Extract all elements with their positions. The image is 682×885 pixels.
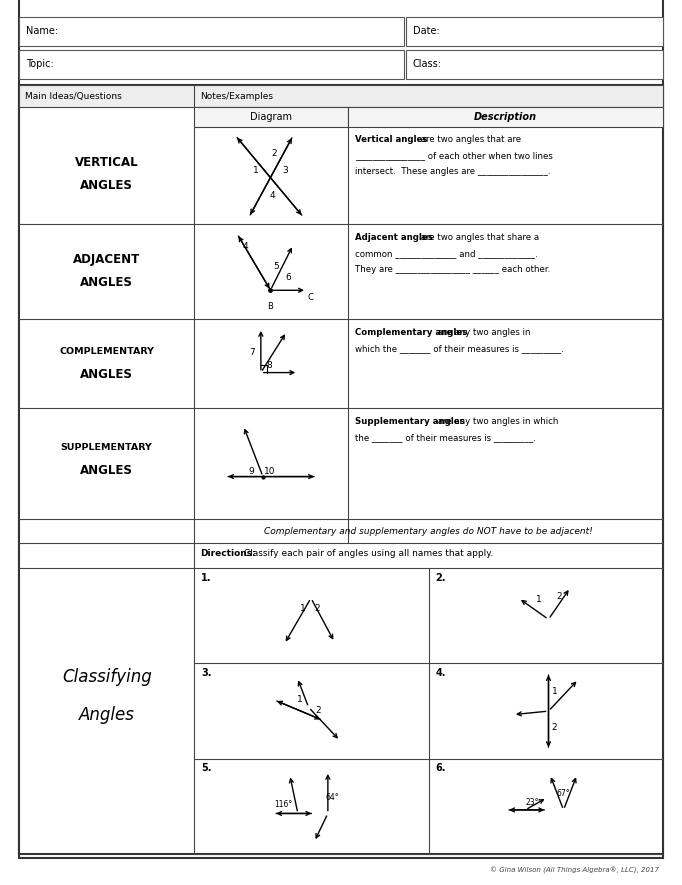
Text: 67°: 67°: [557, 789, 570, 798]
Text: Angles: Angles: [79, 705, 134, 724]
Text: C: C: [308, 293, 313, 303]
Text: Diagram: Diagram: [250, 112, 292, 122]
Text: 64°: 64°: [326, 793, 340, 802]
FancyBboxPatch shape: [348, 107, 663, 127]
Text: 10: 10: [265, 467, 276, 476]
Text: 116°: 116°: [273, 800, 292, 809]
Text: 7: 7: [249, 348, 255, 357]
Text: 1: 1: [301, 604, 306, 613]
Text: 3: 3: [282, 166, 288, 175]
Text: 4.: 4.: [435, 668, 446, 678]
Text: B: B: [267, 302, 273, 312]
Text: 1: 1: [253, 166, 258, 175]
Text: ANGLES: ANGLES: [80, 276, 133, 289]
Text: 2: 2: [316, 706, 321, 715]
Text: Main Ideas/Questions: Main Ideas/Questions: [25, 91, 121, 101]
Text: ADJACENT: ADJACENT: [73, 253, 140, 266]
Text: common ______________ and _____________.: common ______________ and _____________.: [355, 249, 537, 258]
Text: 1: 1: [536, 596, 542, 604]
Text: are two angles that are: are two angles that are: [418, 135, 521, 144]
FancyBboxPatch shape: [194, 107, 348, 127]
Text: ANGLES: ANGLES: [80, 368, 133, 381]
FancyBboxPatch shape: [19, 50, 404, 79]
Text: Date:: Date:: [413, 27, 439, 36]
Text: Name:: Name:: [26, 27, 58, 36]
FancyBboxPatch shape: [19, 85, 663, 854]
Text: Description: Description: [474, 112, 537, 122]
Text: 3.: 3.: [201, 668, 211, 678]
Text: 5.: 5.: [201, 763, 211, 773]
Text: are any two angles in: are any two angles in: [435, 328, 531, 337]
Text: SUPPLEMENTARY: SUPPLEMENTARY: [61, 442, 153, 452]
Text: 6.: 6.: [435, 763, 446, 773]
FancyBboxPatch shape: [406, 50, 663, 79]
Text: Notes/Examples: Notes/Examples: [200, 91, 273, 101]
Text: Classifying: Classifying: [62, 667, 151, 686]
Text: They are _________________ ______ each other.: They are _________________ ______ each o…: [355, 265, 550, 273]
Text: intersect.  These angles are ________________.: intersect. These angles are ____________…: [355, 167, 550, 176]
Text: 5: 5: [273, 262, 279, 272]
Text: 2: 2: [552, 722, 557, 732]
Text: 2: 2: [314, 604, 320, 613]
Text: are any two angles in which: are any two angles in which: [435, 417, 559, 426]
FancyBboxPatch shape: [19, 85, 663, 107]
Text: which the _______ of their measures is _________.: which the _______ of their measures is _…: [355, 344, 563, 353]
Text: 2: 2: [271, 149, 277, 158]
Text: 23°: 23°: [525, 797, 539, 806]
Text: Class:: Class:: [413, 59, 442, 69]
Text: COMPLEMENTARY: COMPLEMENTARY: [59, 347, 154, 356]
FancyBboxPatch shape: [19, 17, 404, 46]
Text: are two angles that share a: are two angles that share a: [418, 233, 539, 242]
FancyBboxPatch shape: [406, 17, 663, 46]
Text: 1.: 1.: [201, 573, 211, 582]
Text: Adjacent angles: Adjacent angles: [355, 233, 432, 242]
Text: Supplementary angles: Supplementary angles: [355, 417, 464, 426]
Text: 9: 9: [248, 467, 254, 476]
FancyBboxPatch shape: [19, 0, 663, 858]
Text: 2.: 2.: [435, 573, 446, 582]
Text: © Gina Wilson (All Things Algebra®, LLC), 2017: © Gina Wilson (All Things Algebra®, LLC)…: [490, 866, 659, 873]
Text: 1: 1: [552, 687, 557, 696]
Text: the _______ of their measures is _________.: the _______ of their measures is _______…: [355, 433, 535, 442]
Text: 4: 4: [270, 190, 276, 200]
Text: Directions:: Directions:: [200, 549, 256, 558]
Text: 1: 1: [297, 695, 303, 704]
Text: ANGLES: ANGLES: [80, 464, 133, 477]
Text: Vertical angles: Vertical angles: [355, 135, 427, 144]
Text: VERTICAL: VERTICAL: [75, 157, 138, 169]
Text: Complementary and supplementary angles do NOT have to be adjacent!: Complementary and supplementary angles d…: [264, 527, 593, 535]
Text: 4: 4: [243, 242, 248, 251]
Text: 8: 8: [266, 361, 271, 371]
Text: Classify each pair of angles using all names that apply.: Classify each pair of angles using all n…: [241, 549, 494, 558]
Text: ________________ of each other when two lines: ________________ of each other when two …: [355, 151, 552, 160]
Text: Topic:: Topic:: [26, 59, 54, 69]
Text: Complementary angles: Complementary angles: [355, 328, 467, 337]
Text: ANGLES: ANGLES: [80, 180, 133, 192]
Text: 2: 2: [556, 592, 562, 601]
Text: 6: 6: [285, 273, 291, 282]
